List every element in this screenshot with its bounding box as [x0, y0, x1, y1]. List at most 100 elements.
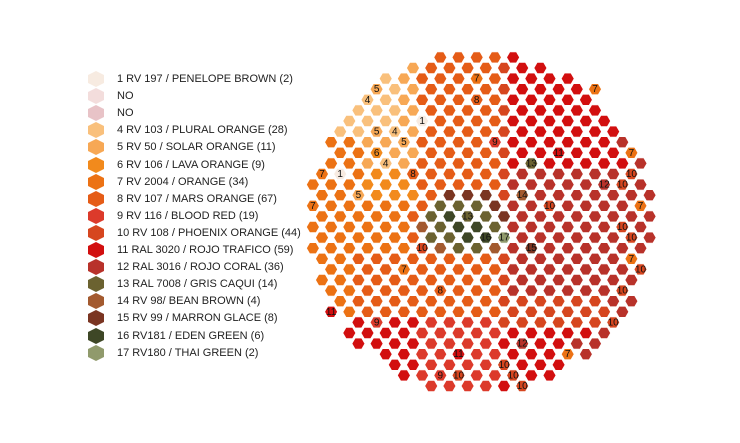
hex-tile-labeled — [488, 136, 502, 148]
hex-tile — [406, 147, 420, 159]
hex-tile — [433, 178, 448, 191]
hex-tile — [351, 316, 366, 329]
hex-tile — [551, 104, 566, 117]
legend-item: 17 RV180 / THAI GREEN (2) — [86, 344, 258, 362]
hex-tile — [315, 274, 329, 286]
hex-tile-labeled — [451, 348, 466, 361]
hex-number-label: 7 — [310, 201, 316, 212]
hex-tile — [351, 104, 366, 117]
hex-tile — [533, 104, 548, 117]
hex-tile — [479, 104, 493, 117]
hex-tile — [597, 200, 611, 212]
hex-tile — [351, 125, 366, 138]
legend-label: 16 RV181 / EDEN GREEN (6) — [117, 329, 265, 342]
hex-tile — [406, 337, 420, 350]
hex-tile — [460, 189, 475, 201]
hex-number-label: 10 — [635, 264, 647, 275]
hex-tile — [506, 348, 520, 361]
hex-tile — [451, 51, 466, 64]
hex-tile-labeled — [524, 242, 539, 254]
hex-tile — [542, 136, 557, 148]
legend-swatch-hex-icon — [88, 139, 104, 156]
hex-tile-labeled — [542, 200, 557, 212]
hex-tile — [451, 136, 466, 148]
hex-tile — [479, 168, 493, 180]
hex-tile — [424, 358, 438, 371]
hex-number-label: 7 — [565, 349, 571, 360]
hex-tile — [369, 189, 384, 201]
hex-tile — [378, 263, 393, 276]
hex-tile — [488, 242, 502, 254]
hex-tile — [460, 316, 475, 329]
hex-tile — [606, 274, 620, 286]
hex-tile — [397, 221, 411, 233]
hex-tile — [460, 337, 475, 350]
hex-tile-labeled — [333, 168, 347, 180]
hex-tile — [433, 136, 448, 148]
hex-tile — [424, 104, 438, 117]
hex-number-label: 7 — [592, 84, 598, 95]
legend-swatch-hex-icon — [88, 173, 104, 190]
hex-tile — [497, 125, 511, 138]
hex-number-label: 7 — [629, 148, 635, 159]
hex-tile-labeled — [369, 83, 384, 95]
hex-tile — [497, 295, 511, 308]
hex-tile — [306, 221, 320, 233]
hex-tile — [342, 284, 357, 297]
hex-tile — [397, 369, 411, 382]
hex-number-label: 7 — [474, 74, 480, 85]
hex-tile-labeled — [369, 125, 384, 138]
hex-tiles — [306, 51, 657, 392]
legend-swatch-hex-icon — [88, 327, 104, 344]
hex-number-label: 10 — [544, 201, 556, 212]
legend-label: 6 RV 106 / LAVA ORANGE (9) — [117, 158, 265, 171]
hex-tile — [488, 115, 502, 127]
hex-tile-labeled — [515, 189, 529, 201]
hex-tile — [333, 147, 347, 159]
hex-tile — [588, 210, 602, 223]
hex-tile — [315, 231, 329, 244]
hex-tile — [324, 136, 338, 148]
hex-tile — [378, 305, 393, 318]
hex-tile-labeled — [469, 94, 484, 106]
hex-tile — [333, 125, 347, 138]
hex-tile-labeled — [515, 337, 529, 350]
hex-tile — [515, 231, 529, 244]
hex-tile — [424, 231, 438, 244]
hex-tile — [524, 305, 539, 318]
hex-tile — [533, 189, 548, 201]
legend-item: 7 RV 2004 / ORANGE (34) — [86, 173, 248, 191]
hex-tile — [515, 62, 529, 74]
hex-tile — [615, 157, 630, 170]
hex-tile-labeled — [624, 253, 639, 265]
hex-tile-labeled — [497, 358, 511, 371]
hex-tile — [615, 263, 630, 276]
hex-tile — [369, 104, 384, 117]
hex-tile — [469, 200, 484, 212]
hex-number-label: 16 — [480, 233, 492, 244]
hex-tile — [388, 337, 402, 350]
hex-tile-labeled — [351, 189, 366, 201]
hex-tile — [615, 200, 630, 212]
hex-tile — [388, 316, 402, 329]
hex-tile — [415, 305, 429, 318]
hex-tile — [570, 274, 584, 286]
legend-swatch-hex-icon — [88, 105, 104, 122]
hex-tile-labeled — [315, 168, 329, 180]
legend-item: 16 RV181 / EDEN GREEN (6) — [86, 327, 264, 345]
hex-tile — [551, 125, 566, 138]
hex-tile — [560, 115, 575, 127]
hex-tile — [515, 104, 529, 117]
hex-tile — [579, 242, 593, 254]
hex-number-label: 10 — [626, 169, 638, 180]
hex-tile — [360, 200, 375, 212]
hex-tile — [515, 274, 529, 286]
hex-tile — [579, 305, 593, 318]
legend-item: 10 RV 108 / PHOENIX ORANGE (44) — [86, 224, 301, 242]
hex-tile — [588, 104, 602, 117]
hex-tile — [570, 83, 584, 95]
hex-tile — [433, 263, 448, 276]
hex-tile — [460, 147, 475, 159]
hex-tile — [424, 210, 438, 223]
